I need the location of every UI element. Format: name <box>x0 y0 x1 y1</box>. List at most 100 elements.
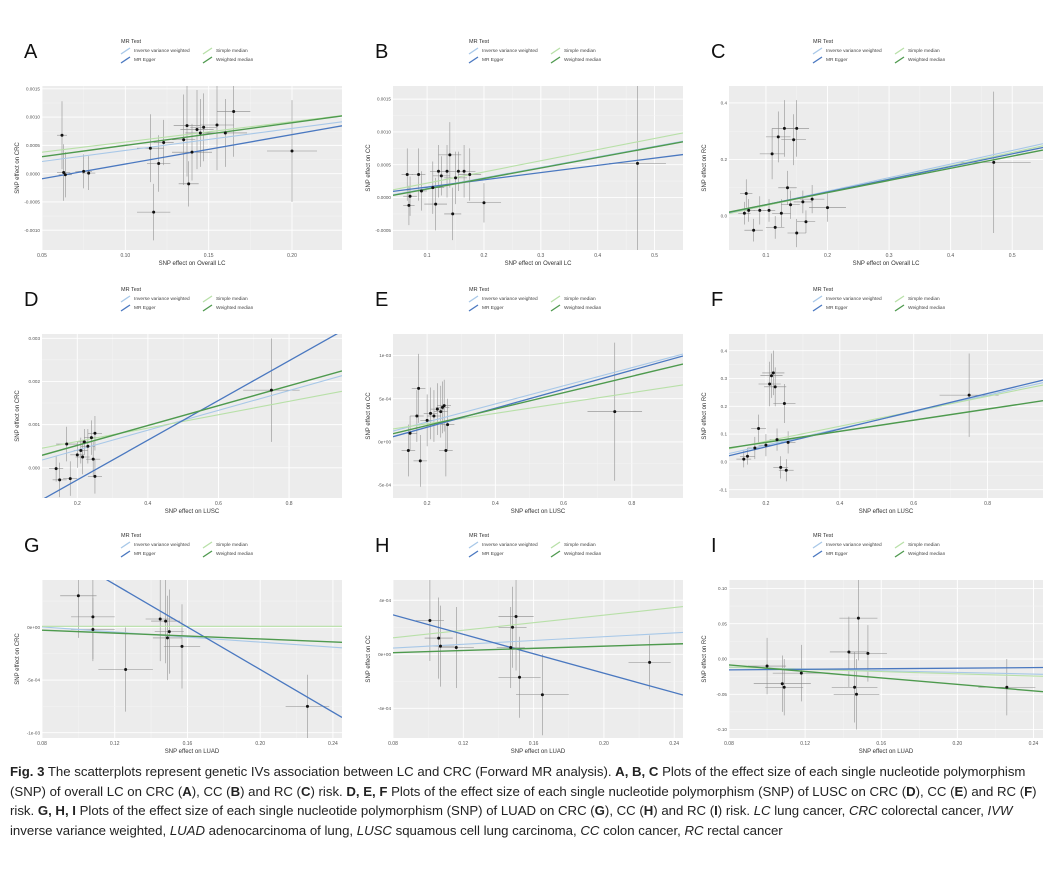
data-point <box>636 161 640 165</box>
data-point <box>518 675 522 679</box>
abbr-term: CRC <box>849 803 878 818</box>
data-point <box>468 173 472 177</box>
legend-label: Simple median <box>908 542 940 548</box>
legend-label: Inverse variance weighted <box>482 296 538 302</box>
y-axis-label: SNP effect on CC <box>366 144 372 192</box>
data-point <box>195 128 199 132</box>
abbr-term: IVW <box>987 803 1013 818</box>
y-tick-label: 0.002 <box>29 379 41 384</box>
scatter-panel-e: E MR Test Inverse variance weighted Simple … <box>366 287 683 515</box>
data-point <box>185 124 189 128</box>
abbr-term: LUSC <box>356 822 392 838</box>
legend-label: MR Egger <box>826 57 848 63</box>
caption-ref-a: A <box>182 783 192 799</box>
data-point <box>782 126 786 130</box>
x-tick-label: 0.4 <box>492 501 499 507</box>
y-tick-label: 0.3 <box>721 376 728 381</box>
regression-line <box>729 664 1043 693</box>
abbr-definition: colon cancer, <box>599 822 685 838</box>
data-point <box>180 644 184 648</box>
caption-abbreviations: LC lung cancer, CRC colorectal cancer, I… <box>10 803 1012 838</box>
y-tick-label: 0.0010 <box>26 115 40 120</box>
caption-ref-d: D <box>906 783 916 799</box>
data-point <box>742 457 746 461</box>
data-point <box>68 477 72 481</box>
regression-line <box>729 149 1043 213</box>
data-point <box>779 211 783 215</box>
data-point <box>63 173 67 177</box>
x-tick-label: 0.2 <box>762 501 769 507</box>
legend: MR Test Inverse variance weighted Simple m… <box>120 533 254 558</box>
plot-background <box>729 334 1043 498</box>
y-tick-label: 5e-04 <box>379 396 391 401</box>
x-axis-label: SNP effect on LUAD <box>859 749 914 755</box>
data-point <box>804 220 808 224</box>
data-point <box>305 704 309 708</box>
x-tick-label: 0.20 <box>287 253 297 259</box>
data-point <box>773 385 777 389</box>
regression-line <box>729 384 1043 450</box>
data-point <box>431 186 435 190</box>
abbr-term: LC <box>753 803 771 818</box>
regression-line <box>729 379 1043 457</box>
x-tick-label: 0.12 <box>110 741 120 747</box>
data-point <box>482 201 486 205</box>
data-point <box>419 189 423 193</box>
legend: MR Test Inverse variance weighted Simple m… <box>812 287 946 312</box>
legend-key <box>120 56 131 64</box>
x-axis-label: SNP effect on LUAD <box>165 749 220 755</box>
data-point <box>454 176 458 180</box>
abbr-definition: rectal cancer <box>703 822 783 838</box>
legend-label: Inverse variance weighted <box>134 48 190 54</box>
abbr-term: CC <box>580 822 600 838</box>
data-point <box>81 455 85 459</box>
legend-label: MR Egger <box>134 57 156 63</box>
legend-key <box>812 541 823 549</box>
data-point <box>765 664 769 668</box>
data-point <box>89 436 93 440</box>
data-point <box>792 138 796 142</box>
plot-area <box>42 86 342 241</box>
x-tick-label: 0.1 <box>762 253 769 259</box>
data-point <box>742 211 746 215</box>
y-axis-label: SNP effect on RC <box>702 392 708 440</box>
data-point <box>442 404 446 408</box>
legend-label: MR Egger <box>482 57 504 63</box>
legend-key <box>812 56 823 64</box>
scatter-panel-i: I MR Test Inverse variance weighted Simple … <box>702 533 1043 755</box>
legend-key <box>550 295 561 303</box>
regression-line <box>729 666 1043 677</box>
legend-label: MR Egger <box>482 305 504 311</box>
caption-ref-g: G <box>594 803 605 818</box>
x-tick-label: 0.08 <box>37 741 47 747</box>
regression-line <box>393 643 683 654</box>
legend-key <box>894 550 905 558</box>
legend-label: Simple median <box>564 542 596 548</box>
legend-key <box>202 56 213 64</box>
data-point <box>785 186 789 190</box>
plot-area <box>42 334 342 498</box>
data-point <box>773 225 777 229</box>
legend: MR Test Inverse variance weighted Simple m… <box>468 287 602 312</box>
x-tick-label: 0.5 <box>1009 253 1016 259</box>
regression-line <box>393 132 683 191</box>
x-tick-label: 0.4 <box>144 501 151 507</box>
x-tick-label: 0.10 <box>120 253 130 259</box>
panel-letter: A <box>24 41 38 63</box>
data-point <box>866 651 870 655</box>
data-point <box>434 202 438 206</box>
caption-part-1: Plots of the effect size of each single … <box>10 764 1026 799</box>
y-tick-label: 0.0015 <box>26 86 40 91</box>
data-point <box>511 625 515 629</box>
y-tick-label: 0.2 <box>721 404 728 409</box>
legend-key <box>894 541 905 549</box>
scatter-panel-g: G MR Test Inverse variance weighted Simple … <box>15 533 342 755</box>
plot-background <box>393 580 683 738</box>
legend-label: Simple median <box>216 296 248 302</box>
data-point <box>54 467 58 471</box>
legend: MR Test Inverse variance weighted Simple m… <box>812 533 946 558</box>
x-tick-label: 0.16 <box>529 741 539 747</box>
data-point <box>428 619 432 623</box>
x-tick-label: 0.8 <box>286 501 293 507</box>
legend-label: Simple median <box>908 48 940 54</box>
